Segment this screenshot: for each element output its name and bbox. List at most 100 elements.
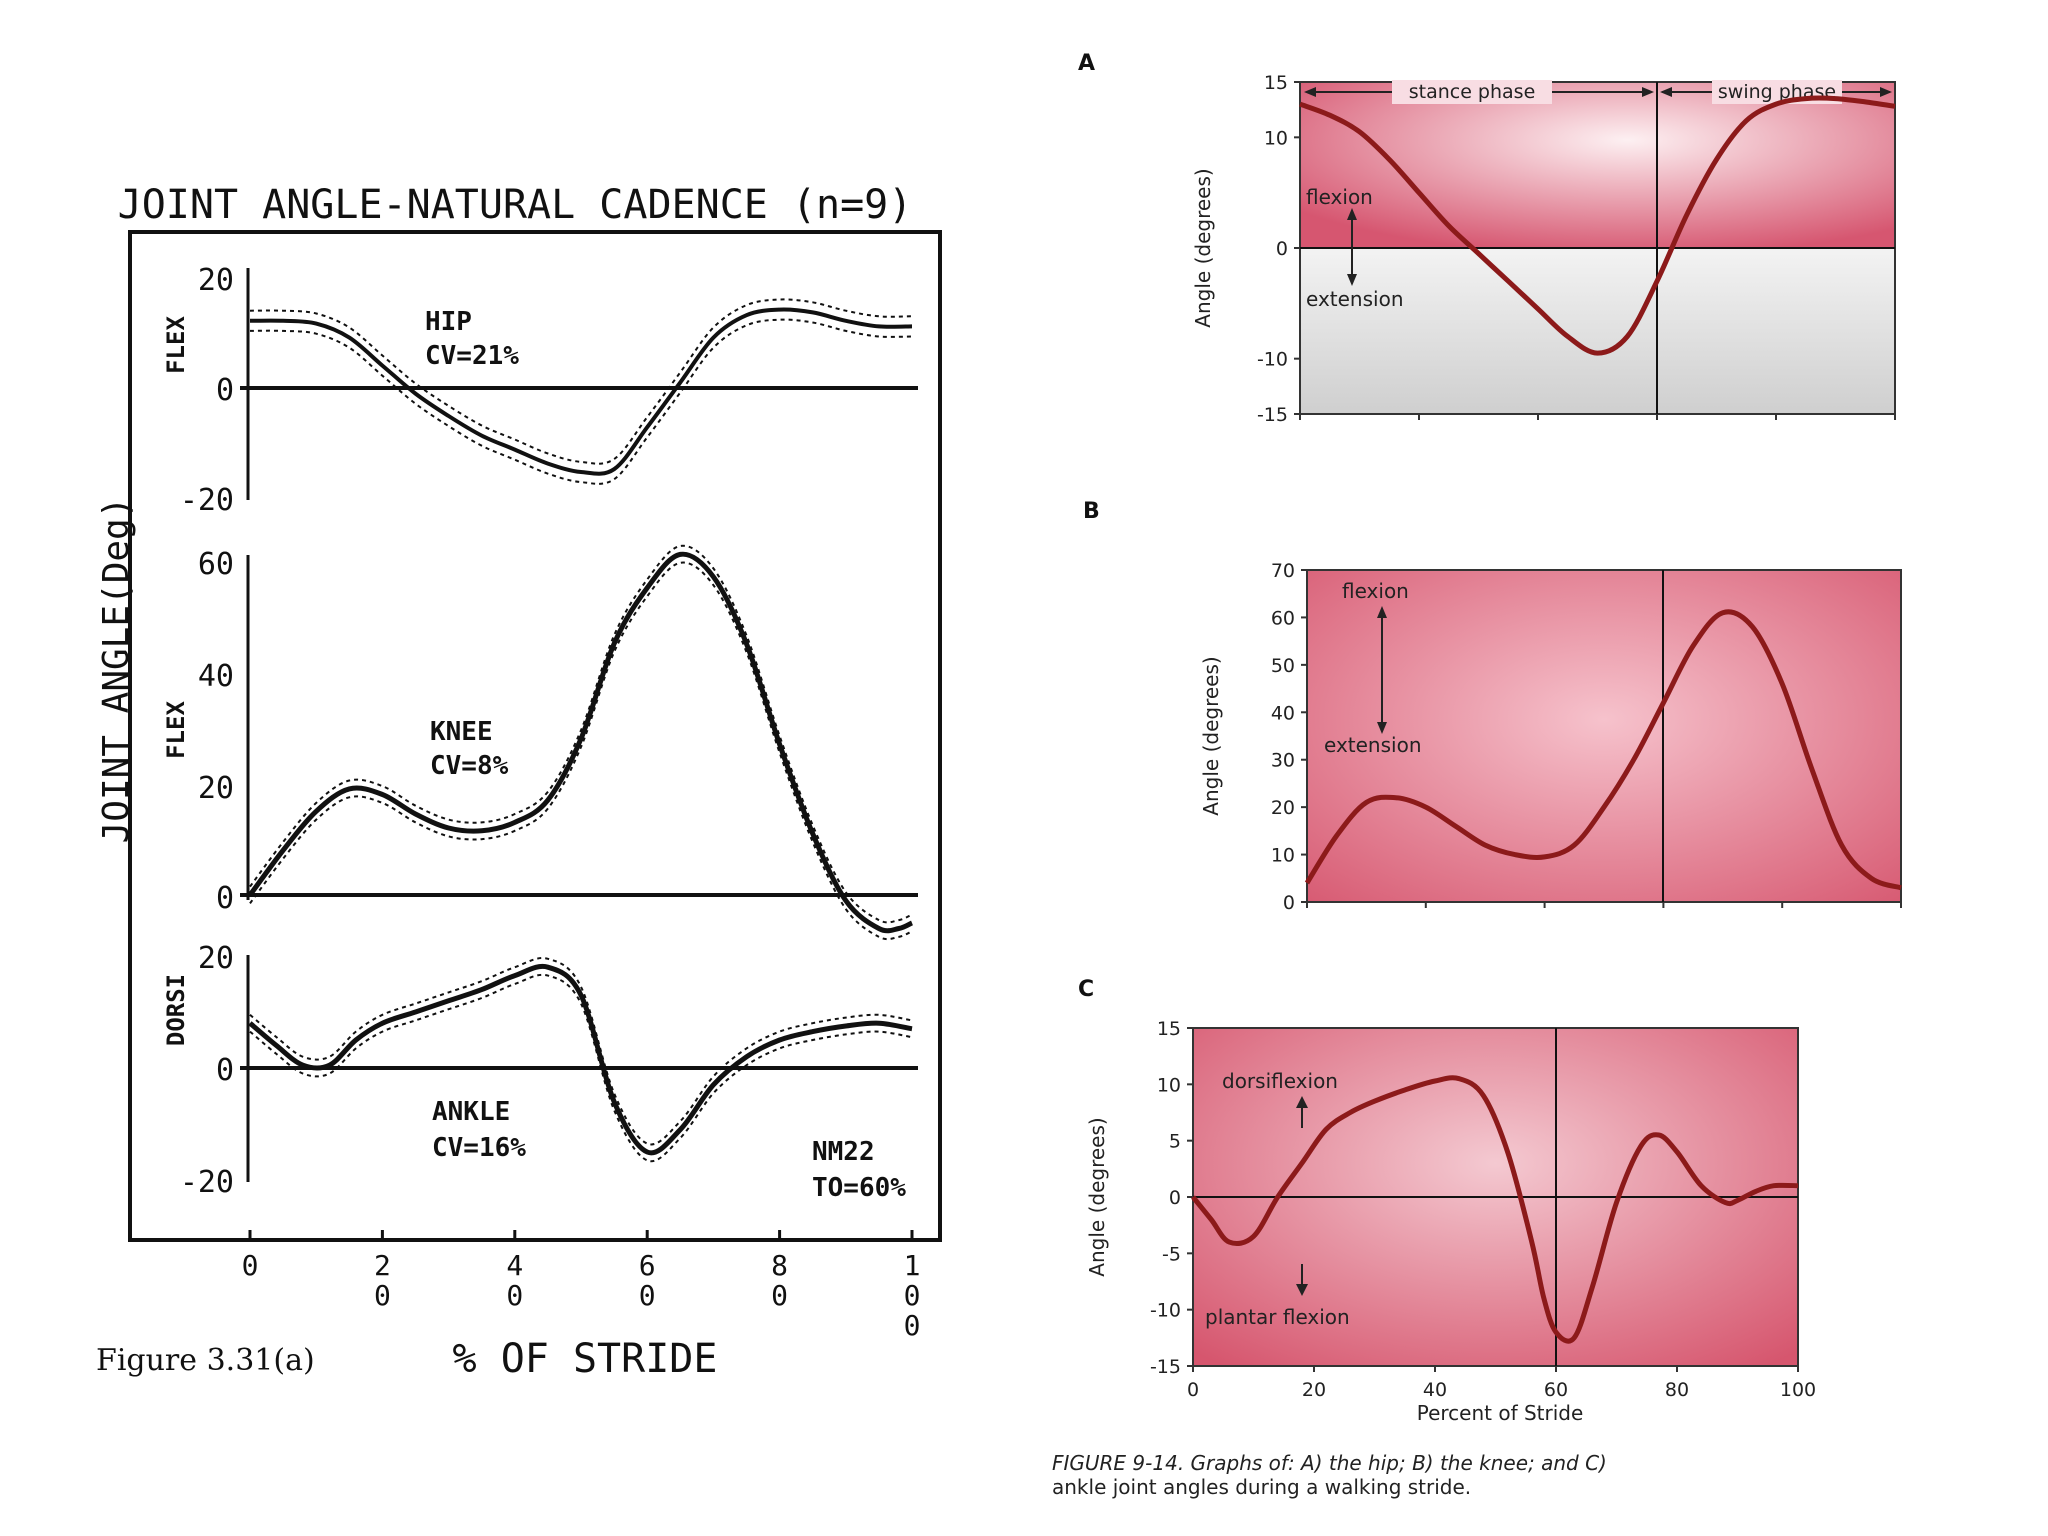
- left-knee-mean-line: [247, 551, 914, 934]
- left-ankle-label: ANKLE: [432, 1097, 510, 1127]
- right-ankle-ylabel: Angle (degrees): [1085, 1117, 1109, 1276]
- left-ankle-ytick-20: 20: [198, 941, 234, 976]
- left-ankle-mean-line: [248, 963, 913, 1156]
- right-ankle-ytick-label: 0: [1169, 1187, 1181, 1209]
- left-hip-ytick-neg20: -20: [180, 483, 234, 518]
- left-hip-panel: FLEX 20 0 -20 HIP CV=21%: [162, 263, 918, 518]
- left-hip-ytick-0: 0: [216, 373, 234, 408]
- right-knee-xticks-marks: [1306, 902, 1902, 908]
- right-ankle-xtick-label: 80: [1665, 1379, 1689, 1401]
- right-ankle-yticks: 15 10 5 0 -5 -10 -15: [1150, 1018, 1193, 1378]
- right-ankle-down-arrowhead: [1296, 1284, 1308, 1296]
- right-ankle-ytick-label: 10: [1157, 1074, 1181, 1096]
- right-figure-xlabel: Percent of Stride: [1417, 1401, 1584, 1425]
- right-hip-ytick-label: -15: [1257, 404, 1288, 426]
- right-hip-stance-label: stance phase: [1409, 81, 1536, 103]
- right-ankle-up-arrowhead: [1296, 1096, 1308, 1108]
- right-ankle-xtick-label: 60: [1544, 1379, 1568, 1401]
- right-hip-ytick-label: 10: [1264, 127, 1288, 149]
- right-figure-caption-line1: FIGURE 9-14. Graphs of: A) the hip; B) t…: [1052, 1451, 1607, 1475]
- right-knee-plot-frame: [1306, 569, 1902, 903]
- right-hip-ytick-label: -10: [1257, 349, 1288, 371]
- left-ankle-annotation-to: TO=60%: [812, 1173, 906, 1203]
- right-hip-plot-bg-lower: [1300, 248, 1895, 414]
- left-knee-panel: FLEX 60 40 20 0 KNEE CV=8%: [162, 544, 918, 941]
- right-knee-curve: [1304, 609, 1902, 891]
- right-ankle-curve: [1191, 1075, 1799, 1344]
- left-knee-label: KNEE: [430, 717, 493, 747]
- left-ankle-ytick-neg20: -20: [180, 1165, 234, 1200]
- right-knee-extension-note: extension: [1324, 733, 1422, 757]
- right-ankle-ytick-label: -5: [1162, 1243, 1181, 1265]
- right-knee-note-arrowhead-down: [1377, 722, 1387, 734]
- right-hip-note-arrowhead-up: [1347, 208, 1357, 220]
- right-ankle-panel: C Angle (degrees) 15 10 5 0 -5 -10 -15 0 20 40 60…: [1078, 977, 1816, 1401]
- left-figure: JOINT ANGLE-NATURAL CADENCE (n=9) JOINT …: [96, 182, 942, 1382]
- right-knee-flexion-note: flexion: [1342, 579, 1409, 603]
- left-knee-ytick-60: 60: [198, 547, 234, 582]
- right-hip-yticks: 15 10 0 -10 -15: [1257, 72, 1300, 426]
- right-ankle-ytick-label: -10: [1150, 1300, 1181, 1322]
- left-figure-caption: Figure 3.31(a): [96, 1343, 315, 1378]
- left-knee-band-lower: [249, 561, 913, 941]
- left-hip-ytick-20: 20: [198, 263, 234, 298]
- left-hip-band-upper: [249, 298, 913, 465]
- right-knee-note-arrowhead-up: [1377, 606, 1387, 618]
- right-hip-curve: [1299, 95, 1896, 356]
- right-knee-ytick-label: 0: [1283, 892, 1295, 914]
- left-knee-ylabel: FLEX: [162, 701, 190, 759]
- right-hip-swing-arrowhead-right: [1880, 87, 1892, 97]
- left-knee-cv: CV=8%: [430, 751, 509, 781]
- right-hip-plot-bg-upper: [1300, 82, 1895, 248]
- left-hip-band-lower: [249, 318, 913, 485]
- right-ankle-ytick-label: 5: [1169, 1131, 1181, 1153]
- right-knee-ytick-label: 70: [1271, 560, 1295, 582]
- right-hip-panel-letter: A: [1078, 51, 1095, 76]
- right-hip-stance-label-bg: [1392, 80, 1552, 104]
- left-hip-label: HIP: [425, 307, 472, 337]
- left-knee-ytick-0: 0: [216, 881, 234, 916]
- right-knee-yticks: 70 60 50 40 30 20 10 0: [1271, 560, 1307, 914]
- right-hip-stance-arrowhead-right: [1642, 87, 1654, 97]
- right-hip-panel: A Angle (degrees) 15 10 0 -10 -15 stance pha…: [1078, 51, 1896, 426]
- right-hip-stance-arrowhead-left: [1304, 87, 1316, 97]
- right-hip-extension-note: extension: [1306, 287, 1404, 311]
- right-hip-xticks-marks: [1299, 414, 1896, 420]
- left-knee-band-upper: [249, 544, 913, 924]
- left-ankle-band-lower: [249, 973, 913, 1163]
- right-knee-ytick-label: 10: [1271, 845, 1295, 867]
- left-x-tick-label: 0: [242, 1249, 259, 1282]
- left-hip-mean-line: [249, 307, 913, 476]
- right-ankle-xticks: 0 20 40 60 80 100: [1187, 1366, 1816, 1401]
- right-knee-ytick-label: 40: [1271, 702, 1295, 724]
- left-figure-ylabel: JOINT ANGLE(Deg): [96, 497, 137, 844]
- right-knee-ytick-label: 30: [1271, 750, 1295, 772]
- right-knee-panel-letter: B: [1083, 499, 1100, 524]
- right-knee-panel: B Angle (degrees) 70 60 50 40 30 20 10 0 flexio…: [1083, 499, 1902, 914]
- left-knee-ytick-40: 40: [198, 659, 234, 694]
- right-ankle-xtick-label: 40: [1423, 1379, 1447, 1401]
- right-figure-caption-line2: ankle joint angles during a walking stri…: [1052, 1475, 1471, 1499]
- left-x-ticks: 0 2 0 4 0 6 0 8 0 1 0 0: [242, 1230, 921, 1342]
- right-ankle-ytick-label: 15: [1157, 1018, 1181, 1040]
- right-ankle-plantarflexion-note: plantar flexion: [1205, 1305, 1350, 1329]
- right-ankle-xtick-label: 20: [1302, 1379, 1326, 1401]
- right-knee-ytick-label: 20: [1271, 797, 1295, 819]
- right-hip-ytick-label: 15: [1264, 72, 1288, 94]
- right-hip-ylabel: Angle (degrees): [1191, 168, 1215, 327]
- left-figure-frame: [128, 230, 942, 1242]
- right-hip-note-arrowhead-down: [1347, 274, 1357, 286]
- left-ankle-panel: DORSI 20 0 -20 ANKLE CV=16% NM22 TO=60%: [162, 941, 918, 1203]
- left-ankle-ylabel: DORSI: [162, 974, 190, 1046]
- left-ankle-annotation-nm22: NM22: [812, 1137, 875, 1167]
- left-figure-xlabel: % OF STRIDE: [453, 1336, 718, 1382]
- right-ankle-ytick-label: -15: [1150, 1356, 1181, 1378]
- left-ankle-cv: CV=16%: [432, 1133, 526, 1163]
- right-knee-ytick-label: 50: [1271, 655, 1295, 677]
